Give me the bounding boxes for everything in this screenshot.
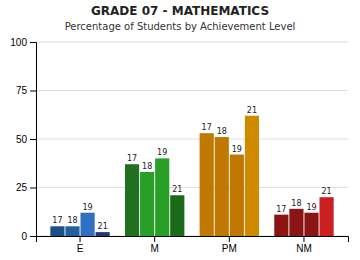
axis-line [37, 237, 349, 243]
bar [319, 197, 333, 236]
tick-mark [80, 236, 81, 242]
tick: 75 [16, 85, 36, 96]
tick-label: 25 [16, 182, 28, 193]
y-axis: 0 25 50 75 100 [10, 37, 36, 242]
bar-label: 18 [142, 162, 152, 171]
bar-label: 18 [217, 127, 227, 136]
bars [50, 116, 333, 236]
bar [289, 209, 303, 236]
grid-line [36, 90, 348, 91]
tick-label: 0 [21, 231, 27, 242]
bar-label: 21 [98, 222, 108, 231]
x-axis: E M PM NM [37, 236, 349, 254]
bar [80, 213, 94, 236]
tick-label: M [151, 243, 159, 254]
bar [155, 158, 169, 236]
tick-mark [30, 91, 36, 92]
bar [96, 232, 110, 236]
bar-label: 18 [291, 199, 301, 208]
tick-mark [30, 188, 36, 189]
tick-label: E [77, 243, 84, 254]
grid-line [36, 42, 348, 43]
tick: NM [296, 236, 312, 254]
tick-label: 50 [16, 134, 28, 145]
bar-label: 17 [127, 154, 137, 163]
tick: E [77, 236, 84, 254]
bar [304, 213, 318, 236]
tick: 0 [21, 231, 36, 242]
tick: 100 [10, 37, 36, 48]
chart: GRADE 07 - MATHEMATICS Percentage of Stud… [0, 0, 360, 260]
bar-label: 18 [67, 216, 77, 225]
bar [274, 215, 288, 236]
bar [65, 226, 79, 236]
bar [140, 172, 154, 236]
bar-label: 17 [202, 123, 212, 132]
bar-label: 21 [247, 106, 257, 115]
bar [245, 116, 259, 236]
tick-mark [30, 139, 36, 140]
bar [125, 164, 139, 236]
bar [200, 133, 214, 236]
tick: PM [222, 236, 237, 254]
subtitle: Percentage of Students by Achievement Le… [65, 21, 296, 32]
tick-mark [154, 236, 155, 242]
tick: M [151, 236, 159, 254]
bar [215, 137, 229, 236]
bar [170, 195, 184, 236]
tick-label: 100 [10, 37, 27, 48]
tick: 25 [16, 182, 36, 193]
bar-label: 17 [52, 216, 62, 225]
grid [36, 42, 348, 236]
grid-line [36, 139, 348, 140]
bar-label: 21 [172, 185, 182, 194]
tick-mark [303, 236, 304, 242]
tick-label: PM [222, 243, 237, 254]
plot: 17 17 17 17 18 18 18 18 19 19 19 19 21 21 21 21 E M PM NM 0 2… [10, 37, 348, 254]
bar-labels: 17 17 17 17 18 18 18 18 19 19 19 19 21 21 21 21 [52, 106, 331, 231]
axis-line [30, 43, 37, 237]
tick: 50 [16, 134, 36, 145]
tick-label: 75 [16, 85, 28, 96]
bar-label: 19 [82, 203, 92, 212]
bar-label: 19 [157, 148, 167, 157]
title: GRADE 07 - MATHEMATICS [91, 4, 269, 18]
bar-label: 19 [306, 203, 316, 212]
bar-label: 17 [276, 205, 286, 214]
bar [230, 155, 244, 236]
tick-mark [30, 236, 36, 237]
bar-label: 21 [321, 187, 331, 196]
tick-mark [30, 42, 36, 43]
tick-label: NM [296, 243, 312, 254]
bar [50, 226, 64, 236]
tick-mark [229, 236, 230, 242]
grid-line [36, 187, 348, 188]
bar-label: 19 [232, 145, 242, 154]
